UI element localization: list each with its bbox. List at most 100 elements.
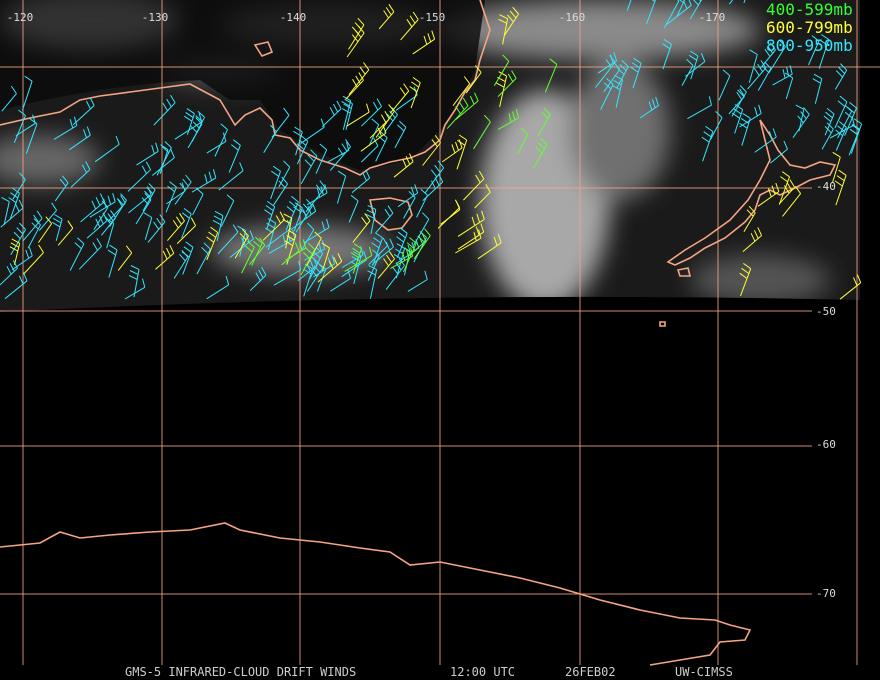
wind-barb <box>263 124 277 153</box>
wind-barb <box>739 112 751 146</box>
wind-barb <box>685 53 706 77</box>
legend-entry: 800-950mb <box>766 36 853 55</box>
legend-entry: 600-799mb <box>766 18 853 37</box>
wind-barb <box>37 216 53 243</box>
wind-barb <box>850 118 863 154</box>
wind-barb <box>206 132 227 154</box>
lon-label: -120 <box>7 11 34 24</box>
wind-barb <box>377 251 395 279</box>
wind-barbs <box>0 0 863 300</box>
wind-barb <box>128 265 140 298</box>
wind-barb <box>38 202 58 231</box>
wind-barb <box>688 50 699 80</box>
wind-barb <box>517 127 529 155</box>
wind-barb <box>304 218 330 244</box>
wind-barb <box>1 196 10 226</box>
wind-barb <box>167 213 185 241</box>
wind-barb <box>268 229 296 255</box>
wind-barb <box>396 227 408 258</box>
wind-barb <box>375 205 394 233</box>
wind-barb <box>739 262 752 297</box>
wind-barb <box>616 60 629 89</box>
wind-barb <box>407 270 428 292</box>
wind-barb <box>389 83 410 114</box>
wind-barb <box>206 276 230 300</box>
wind-barb <box>124 278 146 300</box>
wind-barb <box>416 188 428 218</box>
wind-barb <box>361 98 382 127</box>
wind-barb <box>757 182 780 207</box>
wind-barb <box>759 42 776 69</box>
wind-barb <box>293 202 303 231</box>
graticule <box>0 0 880 665</box>
wind-barb <box>147 214 166 243</box>
wind-barb <box>23 244 44 275</box>
wind-barb <box>595 54 616 88</box>
wind-barb <box>778 179 796 205</box>
wind-barb <box>731 85 747 117</box>
wind-barb <box>441 139 463 163</box>
wind-barb <box>206 226 219 261</box>
wind-barb <box>390 247 414 269</box>
wind-barb <box>818 34 830 69</box>
wind-barb <box>835 121 847 151</box>
wind-barb <box>300 242 316 276</box>
wind-barb <box>378 4 395 30</box>
wind-barb <box>128 186 152 214</box>
lat-label: -40 <box>816 180 836 193</box>
wind-barb <box>456 134 468 170</box>
wind-barb <box>54 175 69 202</box>
wind-barb <box>107 244 118 278</box>
wind-barb <box>181 208 192 239</box>
wind-barb <box>422 135 441 166</box>
wind-barb <box>446 97 469 129</box>
wind-barb <box>176 217 197 244</box>
wind-barb <box>249 237 266 265</box>
wind-barb <box>350 251 362 285</box>
footer: GMS-5 INFRARED-CLOUD DRIFT WINDS 12:00 U… <box>125 665 733 679</box>
wind-barb <box>290 202 317 231</box>
wind-barb <box>297 257 318 281</box>
wind-barb <box>272 176 289 207</box>
wind-barb <box>22 210 43 242</box>
wind-barb <box>455 92 479 121</box>
wind-barb <box>25 118 38 154</box>
wind-barb <box>109 193 127 227</box>
wind-barb <box>281 242 300 266</box>
wind-barb <box>718 69 731 101</box>
wind-barb <box>317 253 343 283</box>
wind-barb <box>630 57 642 89</box>
wind-barb <box>662 38 672 70</box>
wind-barb <box>823 108 835 136</box>
wind-barb <box>792 107 810 138</box>
wind-barb <box>812 73 823 104</box>
wind-barb <box>196 242 211 275</box>
wind-barb <box>27 218 41 249</box>
wind-barb <box>341 246 364 268</box>
wind-barb <box>352 213 371 243</box>
wind-barb <box>400 11 419 41</box>
wind-barb <box>493 54 510 86</box>
wind-barb <box>348 62 370 95</box>
wind-barb <box>831 151 841 184</box>
wind-barb <box>69 126 91 151</box>
wind-barb <box>413 228 431 260</box>
wind-barb <box>296 135 309 165</box>
wind-barb <box>249 266 267 292</box>
wind-barb <box>309 246 324 280</box>
wind-barb <box>748 49 758 83</box>
wind-barb <box>155 244 175 270</box>
wind-barb <box>844 102 857 136</box>
wind-barb <box>537 107 551 137</box>
wind-barb <box>174 174 192 205</box>
wind-barb <box>360 124 387 152</box>
wind-barb <box>136 142 159 166</box>
wind-barb <box>701 125 714 162</box>
wind-barb <box>321 100 342 128</box>
wind-barb <box>218 162 244 191</box>
wind-barb <box>808 35 820 66</box>
wind-barb <box>346 103 370 127</box>
wind-barb <box>72 97 95 126</box>
wind-barb <box>191 169 217 193</box>
